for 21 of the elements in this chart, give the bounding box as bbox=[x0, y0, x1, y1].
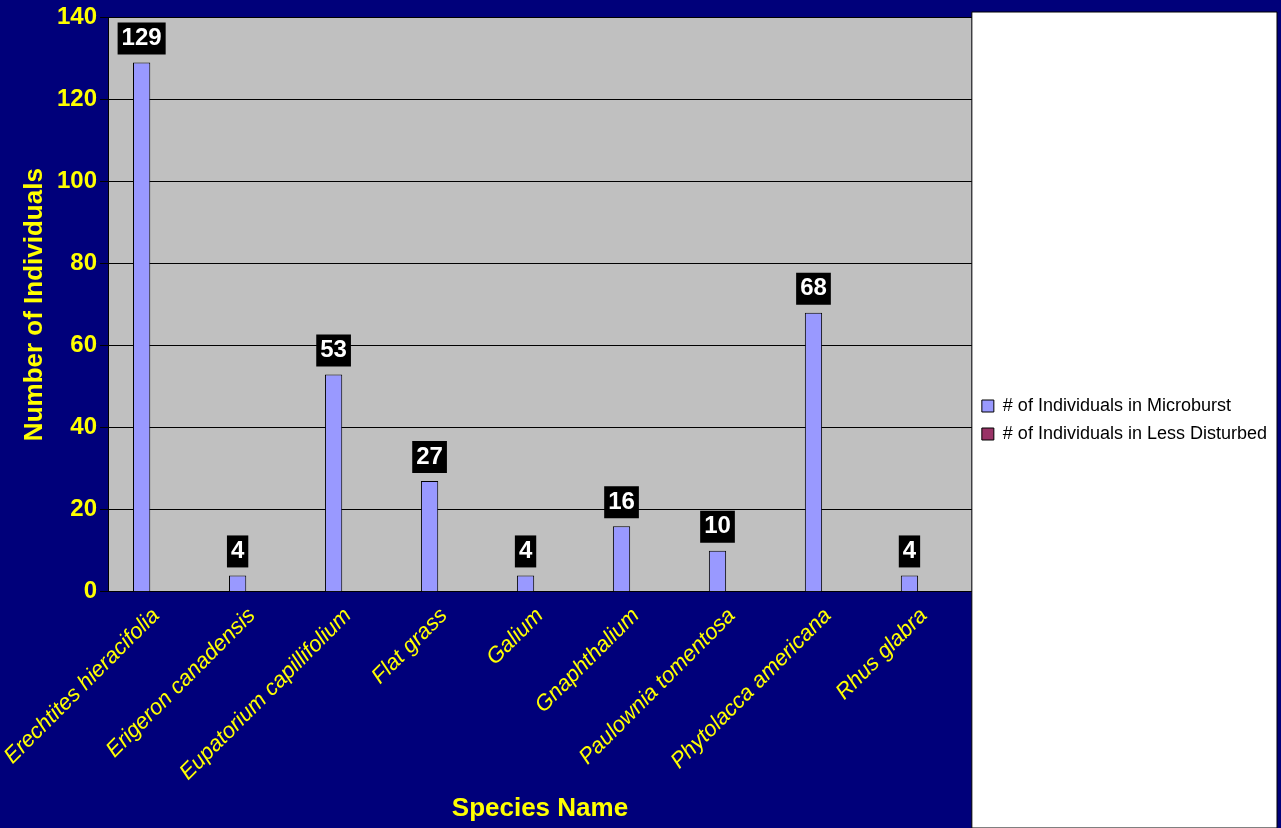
y-tick-label: 140 bbox=[57, 2, 98, 30]
y-tick-label: 60 bbox=[70, 330, 98, 358]
y-tick-label: 0 bbox=[83, 576, 98, 604]
data-label: 53 bbox=[320, 335, 347, 363]
y-tick-label: 120 bbox=[57, 84, 98, 112]
legend-label: # of Individuals in Less Disturbed bbox=[1002, 422, 1268, 443]
data-label: 129 bbox=[121, 23, 162, 51]
x-axis-title: Species Name bbox=[451, 791, 629, 822]
y-tick-label: 100 bbox=[57, 166, 98, 194]
data-label: 4 bbox=[518, 536, 533, 564]
legend-label: # of Individuals in Microburst bbox=[1002, 394, 1231, 415]
data-label: 4 bbox=[902, 536, 917, 564]
data-label: 16 bbox=[608, 486, 635, 514]
y-tick-label: 20 bbox=[70, 494, 98, 522]
data-label: 10 bbox=[704, 511, 731, 539]
y-tick-label: 40 bbox=[70, 412, 98, 440]
data-label: 68 bbox=[800, 273, 827, 301]
data-label: 4 bbox=[230, 536, 245, 564]
y-tick-label: 80 bbox=[70, 248, 98, 276]
data-label: 27 bbox=[416, 441, 443, 469]
y-axis-title: Number of Individuals bbox=[17, 168, 48, 442]
